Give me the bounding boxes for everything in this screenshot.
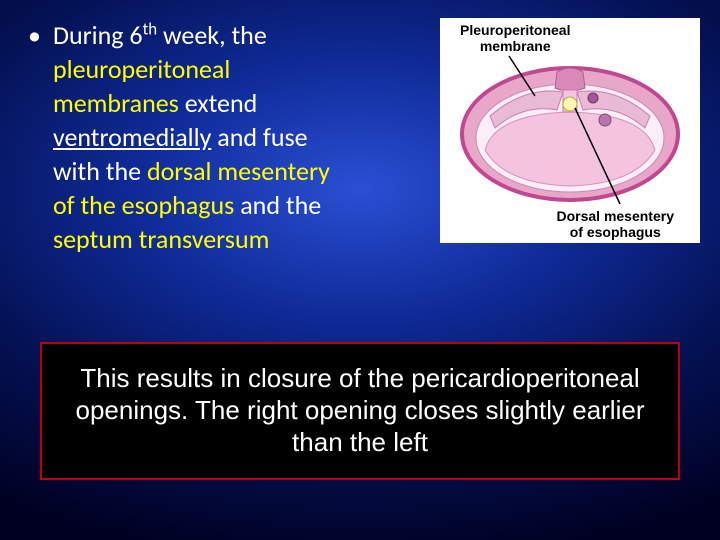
diagram-label-top: Pleuroperitoneal membrane — [460, 22, 570, 54]
diagram-label-bot-l1: Dorsal mesentery — [556, 208, 674, 224]
diagram-svg — [445, 54, 695, 206]
txt-seg4: membranes — [53, 87, 179, 119]
diagram-label-top-l1: Pleuroperitoneal — [460, 22, 570, 38]
result-box: This results in closure of the pericardi… — [40, 342, 680, 480]
slide: • During 6th week, the pleuroperitoneal … — [0, 0, 720, 540]
diagram-label-bot-l2: of esophagus — [570, 224, 661, 240]
txt-seg1: During 6 — [53, 19, 143, 51]
bullet-marker: • — [28, 18, 41, 52]
txt-seg3: pleuroperitoneal — [53, 53, 230, 85]
txt-seg8a: dorsal mesentery — [147, 155, 330, 187]
txt-seg5: extend — [179, 87, 257, 119]
diagram-label-top-l2: membrane — [480, 38, 551, 54]
txt-seg9: and the — [234, 189, 321, 221]
txt-seg1sup: th — [143, 18, 158, 39]
txt-seg7b: with the — [53, 155, 147, 187]
bullet-item: • During 6th week, the pleuroperitoneal … — [28, 18, 430, 256]
txt-seg8b: of the esophagus — [53, 189, 234, 221]
txt-seg6: ventromedially — [53, 121, 211, 153]
result-text: This results in closure of the pericardi… — [60, 362, 660, 458]
bullet-block: • During 6th week, the pleuroperitoneal … — [28, 18, 440, 256]
bullet-text: During 6th week, the pleuroperitoneal me… — [53, 18, 330, 256]
txt-seg2: week, the — [157, 19, 267, 51]
txt-seg10: septum transversum — [53, 223, 269, 255]
diagram-box: Pleuroperitoneal membrane — [440, 18, 700, 243]
txt-seg7a: and fuse — [211, 121, 307, 153]
top-row: • During 6th week, the pleuroperitoneal … — [0, 0, 720, 256]
diagram-label-bot: Dorsal mesentery of esophagus — [556, 208, 674, 240]
